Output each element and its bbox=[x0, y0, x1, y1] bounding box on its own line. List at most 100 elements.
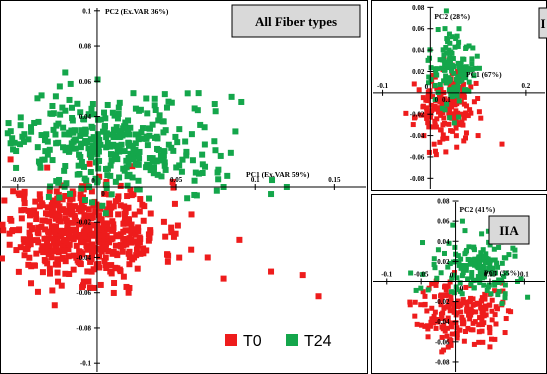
point-t0 bbox=[454, 325, 460, 331]
point-t0 bbox=[126, 248, 133, 255]
y-tick-label: -0.02 bbox=[435, 298, 450, 306]
point-t24 bbox=[119, 132, 126, 139]
point-t24 bbox=[143, 164, 150, 171]
point-t0 bbox=[72, 217, 79, 224]
point-t24 bbox=[482, 260, 488, 266]
point-t24 bbox=[112, 178, 119, 185]
point-t24 bbox=[431, 256, 437, 262]
point-t24 bbox=[66, 96, 73, 103]
point-t0 bbox=[188, 246, 195, 253]
point-t24 bbox=[124, 182, 131, 189]
point-t0 bbox=[53, 188, 60, 195]
chart-title-box bbox=[231, 4, 361, 38]
point-t0 bbox=[140, 217, 147, 224]
point-t0 bbox=[59, 255, 66, 262]
point-t0 bbox=[420, 103, 426, 109]
point-t24 bbox=[160, 129, 167, 136]
point-t24 bbox=[77, 109, 84, 116]
point-t24 bbox=[27, 124, 34, 131]
point-t0 bbox=[458, 309, 464, 315]
point-t0 bbox=[425, 334, 431, 340]
point-t24 bbox=[13, 148, 20, 155]
point-t24 bbox=[447, 261, 453, 267]
point-t24 bbox=[20, 138, 27, 145]
point-t0 bbox=[73, 226, 80, 233]
point-t0 bbox=[55, 249, 62, 256]
point-t0 bbox=[56, 203, 63, 210]
point-t24 bbox=[469, 66, 475, 72]
point-t0 bbox=[44, 243, 51, 250]
point-t24 bbox=[444, 101, 450, 107]
point-t0 bbox=[430, 124, 436, 130]
point-t24 bbox=[469, 61, 475, 67]
origin-tick-label: 0 bbox=[450, 271, 454, 279]
point-t0 bbox=[160, 218, 167, 225]
point-t24 bbox=[418, 285, 424, 291]
point-t24 bbox=[155, 117, 162, 124]
point-t24 bbox=[428, 76, 434, 82]
point-t0 bbox=[448, 342, 454, 348]
point-t0 bbox=[487, 330, 493, 336]
point-t24 bbox=[97, 141, 104, 148]
point-t24 bbox=[127, 150, 134, 157]
point-t0 bbox=[482, 296, 488, 302]
point-t24 bbox=[459, 72, 465, 78]
point-t0 bbox=[120, 235, 127, 242]
point-t24 bbox=[443, 8, 449, 14]
point-t24 bbox=[37, 164, 44, 171]
point-t24 bbox=[458, 265, 464, 271]
point-t0 bbox=[452, 98, 458, 104]
x-axis-label: PC1 (67%) bbox=[466, 70, 502, 79]
point-t24 bbox=[87, 168, 94, 175]
point-t0 bbox=[120, 220, 127, 227]
x-axis-label: PC1 (55%) bbox=[484, 268, 520, 277]
point-t0 bbox=[469, 309, 475, 315]
point-t0 bbox=[38, 247, 45, 254]
point-t24 bbox=[437, 82, 443, 88]
point-t24 bbox=[120, 125, 127, 132]
point-t0 bbox=[204, 254, 211, 261]
point-t0 bbox=[500, 288, 506, 294]
point-t0 bbox=[17, 244, 24, 251]
point-t0 bbox=[32, 198, 39, 205]
point-t24 bbox=[111, 153, 118, 160]
point-t24 bbox=[81, 175, 88, 182]
point-t24 bbox=[485, 284, 491, 290]
point-t24 bbox=[17, 114, 24, 121]
point-t0 bbox=[480, 339, 486, 345]
point-t0 bbox=[55, 278, 62, 285]
x-axis-label: PC1 (Ex.VAR 59%) bbox=[246, 170, 310, 179]
point-t24 bbox=[212, 108, 219, 115]
point-t0 bbox=[99, 235, 106, 242]
point-t24 bbox=[87, 136, 94, 143]
point-t0 bbox=[32, 211, 39, 218]
point-t0 bbox=[48, 223, 55, 230]
point-t24 bbox=[158, 173, 165, 180]
point-t0 bbox=[81, 233, 88, 240]
point-t24 bbox=[408, 270, 414, 276]
point-t0 bbox=[90, 284, 97, 291]
point-t0 bbox=[35, 226, 42, 233]
point-t24 bbox=[463, 70, 469, 76]
point-t24 bbox=[195, 90, 202, 97]
point-t24 bbox=[426, 80, 432, 86]
point-t0 bbox=[471, 341, 477, 347]
point-t24 bbox=[466, 244, 472, 250]
point-t24 bbox=[462, 251, 468, 257]
point-t0 bbox=[61, 247, 68, 254]
point-t0 bbox=[75, 221, 82, 228]
point-t0 bbox=[45, 228, 52, 235]
point-t24 bbox=[228, 93, 235, 100]
point-t24 bbox=[149, 158, 156, 165]
point-t24 bbox=[444, 50, 450, 56]
point-t0 bbox=[432, 103, 438, 109]
point-t24 bbox=[432, 97, 438, 103]
point-t24 bbox=[194, 107, 201, 114]
point-t24 bbox=[217, 152, 224, 159]
point-t24 bbox=[89, 100, 96, 107]
point-t0 bbox=[470, 302, 476, 308]
point-t24 bbox=[465, 256, 471, 262]
point-t24 bbox=[5, 120, 12, 127]
point-t0 bbox=[432, 148, 438, 154]
point-t0 bbox=[134, 242, 141, 249]
